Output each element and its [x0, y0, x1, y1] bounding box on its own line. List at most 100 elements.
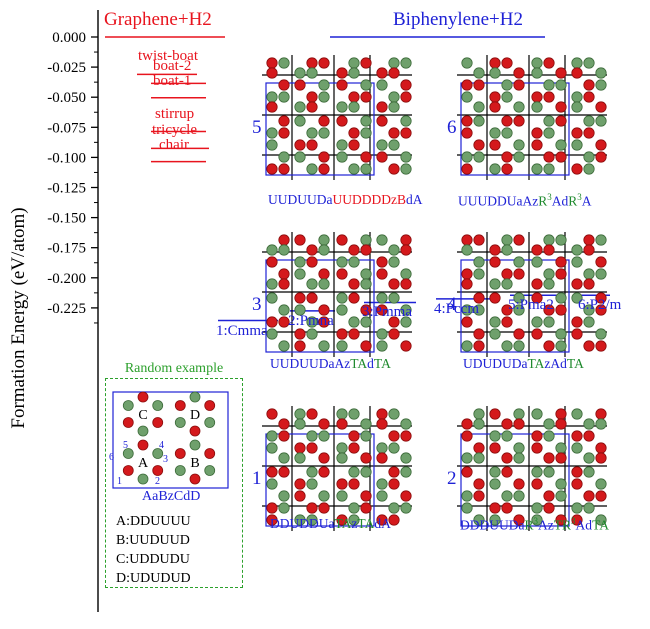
hydrogen-atom	[294, 234, 306, 246]
carbon-atom	[543, 418, 555, 430]
carbon-atom	[489, 466, 501, 478]
structure-number: 1	[252, 468, 262, 489]
hydrogen-atom	[571, 278, 583, 290]
hydrogen-atom	[571, 328, 583, 340]
random-example-caption: AaBzCdD	[142, 489, 201, 504]
carbon-atom	[266, 127, 278, 139]
carbon-atom	[318, 430, 330, 442]
random-example-structure: C D A B 1 23 4 56	[109, 391, 229, 489]
structure-caption: UUDUUDaUUDDDDzBdA	[268, 192, 423, 208]
hydrogen-atom	[306, 256, 318, 268]
carbon-atom	[571, 57, 583, 69]
carbon-atom	[266, 442, 278, 454]
y-axis-label: Formation Energy (eV/atom)	[8, 207, 29, 428]
carbon-atom	[294, 514, 306, 526]
hydrogen-atom	[583, 234, 595, 246]
hydrogen-atom	[348, 278, 360, 290]
carbon-atom	[400, 163, 412, 175]
hydrogen-atom	[388, 67, 400, 79]
hydrogen-atom	[531, 139, 543, 151]
carbon-atom	[278, 452, 290, 464]
hydrogen-atom	[531, 292, 543, 304]
y-tick-label: -0.125	[47, 181, 86, 197]
hydrogen-atom	[461, 115, 473, 127]
carbon-atom	[501, 234, 513, 246]
carbon-atom	[318, 244, 330, 256]
hydrogen-atom	[473, 79, 485, 91]
carbon-atom	[360, 418, 372, 430]
carbon-atom	[571, 408, 583, 420]
hydrogen-atom	[400, 79, 412, 91]
hydrogen-atom	[336, 478, 348, 490]
structure-number: 5	[252, 117, 262, 138]
carbon-atom	[318, 127, 330, 139]
biphenylene-level-label: 5:Pma2	[508, 297, 554, 314]
hydrogen-atom	[318, 57, 330, 69]
carbon-atom	[294, 418, 306, 430]
carbon-atom	[513, 452, 525, 464]
structure-caption: DDDUUDaR3AzTR3AdTA	[460, 516, 609, 534]
carbon-atom	[531, 67, 543, 79]
caption-part: TA	[373, 356, 391, 371]
carbon-atom	[501, 244, 513, 256]
code-line: C:UDDUDU	[116, 552, 190, 567]
hydrogen-atom	[336, 418, 348, 430]
hydrogen-atom	[278, 163, 290, 175]
carbon-atom	[336, 408, 348, 420]
carbon-atom	[595, 418, 607, 430]
hydrogen-atom	[543, 57, 555, 69]
site-number: 1	[117, 476, 122, 487]
hydrogen-atom	[531, 244, 543, 256]
hydrogen-atom	[294, 340, 306, 352]
carbon-atom	[595, 268, 607, 280]
carbon-atom	[348, 316, 360, 328]
carbon-atom	[348, 163, 360, 175]
carbon-atom	[555, 234, 567, 246]
carbon-atom	[294, 67, 306, 79]
carbon-atom	[400, 151, 412, 163]
hydrogen-atom	[294, 442, 306, 454]
hydrogen-atom	[531, 478, 543, 490]
hydrogen-atom	[595, 408, 607, 420]
carbon-atom	[501, 340, 513, 352]
hydrogen-atom	[513, 514, 525, 526]
hydrogen-atom	[376, 408, 388, 420]
structure-image: 3	[252, 232, 412, 357]
carbon-atom	[388, 57, 400, 69]
hydrogen-atom	[266, 514, 278, 526]
carbon-atom	[531, 316, 543, 328]
hydrogen-atom	[555, 151, 567, 163]
y-tick-label: 0.000	[52, 30, 86, 46]
caption-part: A	[581, 193, 592, 209]
caption-part: z	[351, 516, 358, 531]
hydrogen-atom	[571, 514, 583, 526]
carbon-atom	[400, 418, 412, 430]
carbon-atom	[294, 452, 306, 464]
random-example-box: Random example AaBzCdD A:DDUUUU B:UUDUUD…	[105, 361, 243, 588]
structure-image: 2	[447, 406, 607, 531]
energy-levels	[105, 36, 610, 322]
hydrogen-atom	[318, 466, 330, 478]
hydrogen-atom	[294, 139, 306, 151]
caption-part: 3	[577, 192, 582, 202]
carbon-atom	[336, 340, 348, 352]
carbon-atom	[318, 79, 330, 91]
carbon-atom	[318, 234, 330, 246]
carbon-atom	[348, 101, 360, 113]
hydrogen-atom	[376, 418, 388, 430]
carbon-atom	[306, 163, 318, 175]
carbon-atom	[266, 478, 278, 490]
random-example-cell	[112, 391, 229, 489]
carbon-atom	[306, 478, 318, 490]
carbon-atom	[595, 115, 607, 127]
hydrogen-atom	[501, 466, 513, 478]
carbon-atom	[501, 91, 513, 103]
carbon-atom	[501, 278, 513, 290]
carbon-atom	[336, 101, 348, 113]
carbon-atom	[360, 79, 372, 91]
carbon-atom	[555, 478, 567, 490]
carbon-atom	[571, 292, 583, 304]
carbon-atom	[318, 490, 330, 502]
caption-part: 3	[547, 192, 552, 202]
